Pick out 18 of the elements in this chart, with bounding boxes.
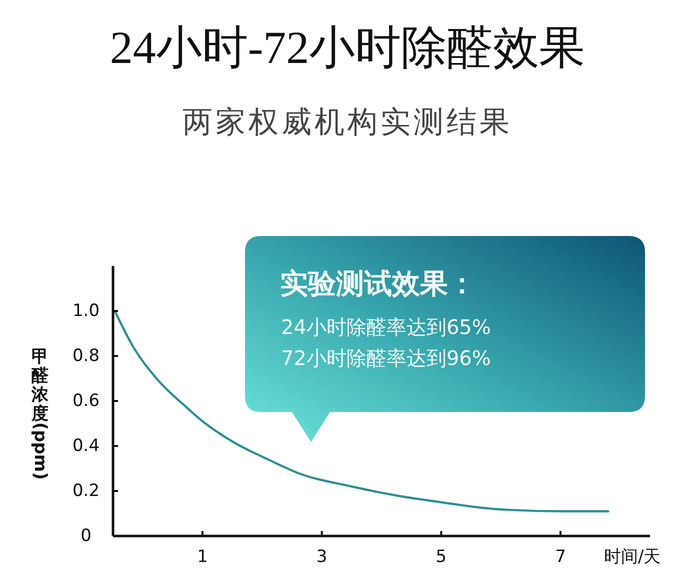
- chart-subtitle: 两家权威机构实测结果: [182, 105, 514, 141]
- line-series: [114, 310, 610, 512]
- x-tick-label: 1: [197, 547, 208, 567]
- annotation: 72小时除醛率达到96%: [281, 345, 491, 371]
- y-tick-label: 0: [80, 526, 92, 546]
- y-tick-label: 0.2: [72, 481, 100, 501]
- x-axis-title: 时间/天: [604, 546, 661, 568]
- annotation: 24小时除醛率达到65%: [281, 314, 491, 340]
- x-tick-label: 3: [316, 547, 328, 567]
- x-tick-label: 5: [436, 547, 447, 567]
- y-tick-label: 1.0: [72, 301, 100, 321]
- y-axis-title: 甲醛浓度(ppm): [30, 346, 50, 480]
- y-tick-label: 0.8: [72, 346, 100, 366]
- y-tick-label: 0.6: [72, 391, 100, 411]
- annotation: 实验测试效果：: [280, 266, 476, 302]
- chart-title: 24小时-72小时除醛效果: [108, 22, 586, 74]
- y-tick-label: 0.4: [72, 436, 100, 456]
- x-tick-label: 7: [555, 547, 566, 567]
